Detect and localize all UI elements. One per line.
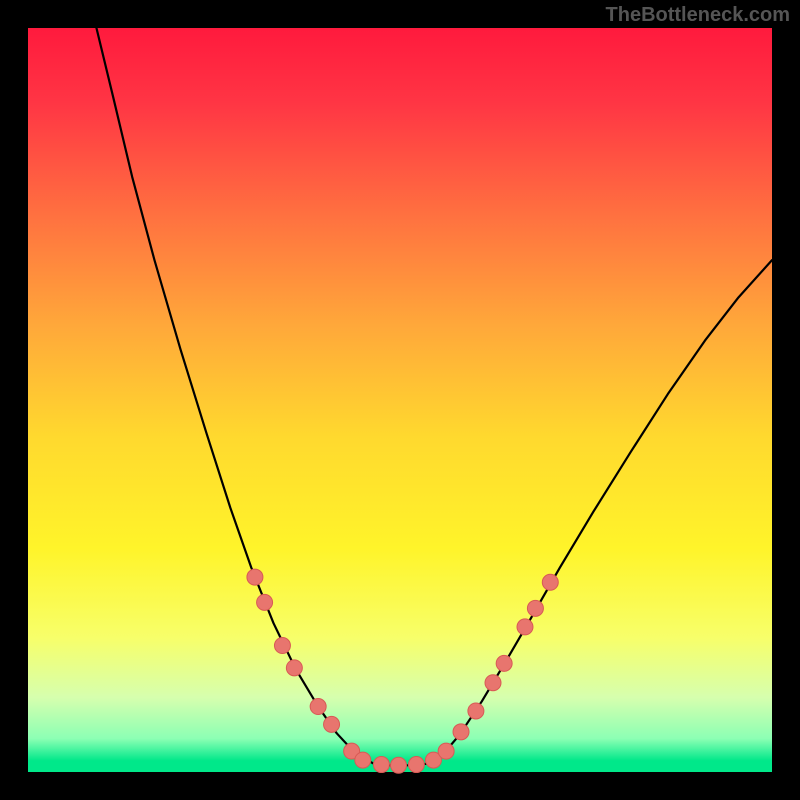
- chart-container: TheBottleneck.com: [0, 0, 800, 800]
- data-marker: [438, 743, 454, 759]
- data-marker: [257, 594, 273, 610]
- data-marker: [286, 660, 302, 676]
- data-marker: [247, 569, 263, 585]
- data-marker: [485, 675, 501, 691]
- data-marker: [324, 716, 340, 732]
- data-marker: [453, 724, 469, 740]
- data-marker: [496, 655, 512, 671]
- data-marker: [517, 619, 533, 635]
- data-marker: [373, 757, 389, 773]
- data-marker: [355, 752, 371, 768]
- data-marker: [274, 638, 290, 654]
- source-watermark: TheBottleneck.com: [606, 4, 790, 27]
- data-marker: [310, 699, 326, 715]
- bottleneck-chart: [0, 0, 800, 800]
- data-marker: [527, 600, 543, 616]
- data-marker: [391, 757, 407, 773]
- data-marker: [468, 703, 484, 719]
- plot-background: [28, 28, 772, 772]
- data-marker: [408, 757, 424, 773]
- data-marker: [542, 574, 558, 590]
